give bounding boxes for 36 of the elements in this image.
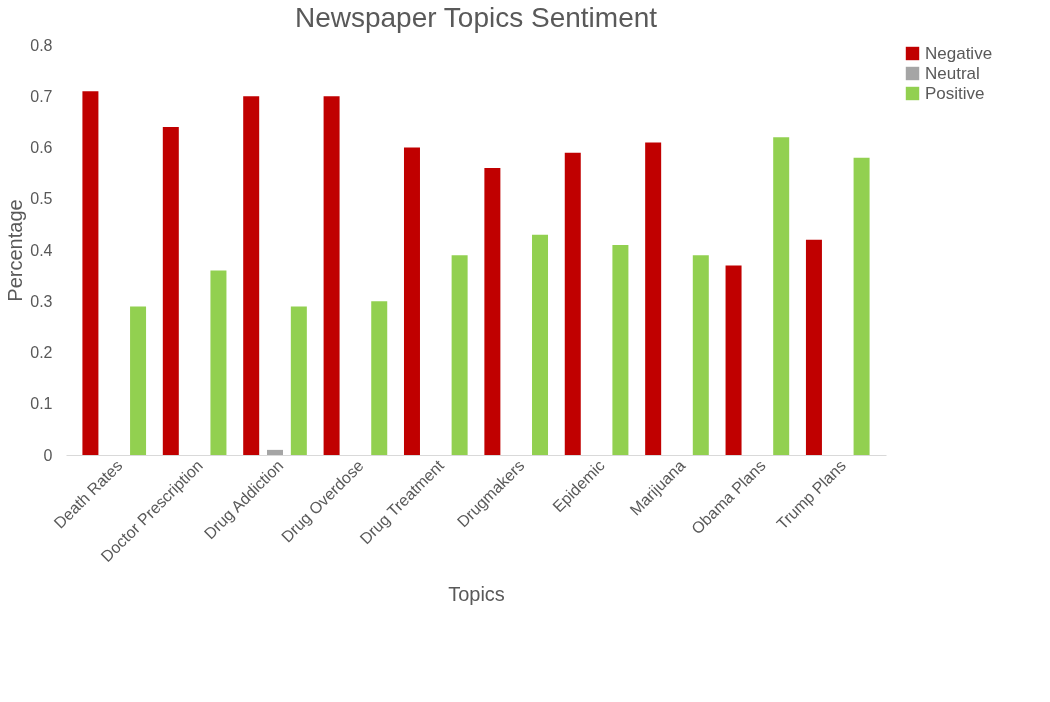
legend-label: Negative bbox=[925, 43, 993, 63]
bar bbox=[323, 96, 340, 455]
bar bbox=[267, 449, 284, 455]
bar bbox=[484, 168, 501, 455]
y-tick-label: 0.5 bbox=[30, 190, 53, 208]
legend-label: Neutral bbox=[925, 63, 980, 83]
y-tick-label: 0.7 bbox=[30, 87, 53, 105]
bar bbox=[532, 234, 549, 455]
bar bbox=[371, 301, 388, 455]
y-tick-label: 0.2 bbox=[30, 344, 53, 361]
y-tick-label: 0.8 bbox=[30, 36, 53, 54]
bar bbox=[773, 137, 790, 455]
bar bbox=[645, 142, 662, 455]
y-tick-label: 0.6 bbox=[30, 139, 53, 156]
y-tick-label: 0.4 bbox=[30, 241, 53, 259]
bar bbox=[725, 265, 742, 455]
bar bbox=[612, 244, 629, 455]
bar bbox=[210, 270, 227, 455]
y-tick-label: 0.1 bbox=[30, 395, 53, 413]
chart-title: Newspaper Topics Sentiment bbox=[294, 2, 658, 33]
bar bbox=[692, 255, 709, 455]
bar bbox=[805, 239, 822, 455]
bar bbox=[451, 255, 468, 455]
x-axis-title: Topics bbox=[448, 583, 505, 606]
bar bbox=[130, 306, 147, 455]
bar bbox=[853, 157, 870, 455]
bar bbox=[403, 147, 420, 455]
bar bbox=[82, 91, 99, 455]
bar bbox=[290, 306, 307, 455]
bar bbox=[243, 96, 260, 455]
legend-label: Positive bbox=[925, 83, 985, 103]
y-tick-label: 0 bbox=[43, 446, 53, 464]
y-axis-title: Percentage bbox=[4, 199, 27, 302]
y-tick-label: 0.3 bbox=[30, 292, 53, 310]
bar bbox=[162, 127, 179, 455]
bar bbox=[564, 152, 581, 455]
